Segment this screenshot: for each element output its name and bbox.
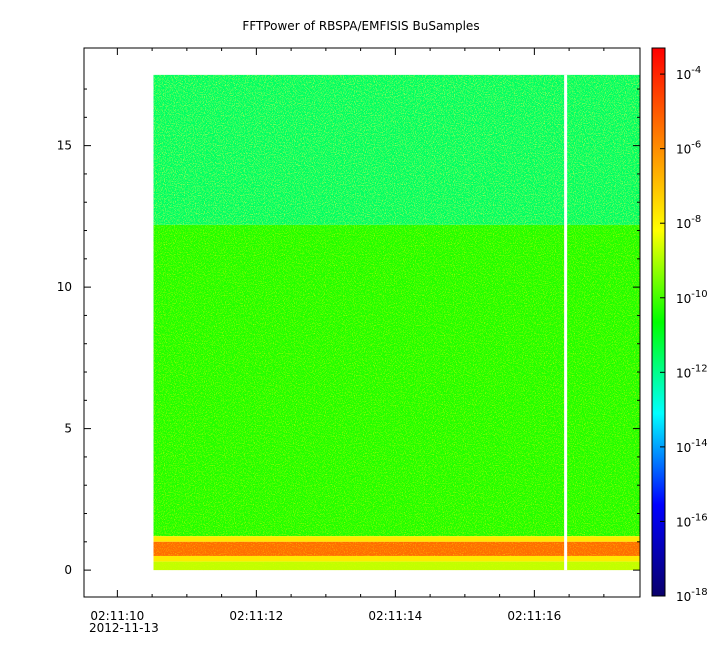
colorbar-tick-label: 10-4 — [676, 65, 701, 82]
spectrogram-band-6 — [153, 561, 640, 571]
colorbar-tick-label: 10-8 — [676, 214, 701, 231]
colorbar-tick-label: 10-18 — [676, 587, 708, 604]
data-gap — [564, 74, 568, 571]
x-tick-label: 02:11:16 — [507, 609, 561, 623]
x-axis-date-label: 2012-11-13 — [89, 621, 159, 635]
spectrogram-area — [153, 74, 640, 571]
spectrogram-band-2 — [153, 224, 640, 537]
plot-frame — [83, 47, 641, 598]
y-tick-label: 5 — [64, 422, 72, 436]
colorbar-tick-label: 10-12 — [676, 363, 708, 380]
x-tick-label: 02:11:10 — [90, 609, 144, 623]
x-tick-label: 02:11:12 — [229, 609, 283, 623]
colorbar-tick-label: 10-16 — [676, 512, 708, 529]
colorbar-tick-label: 10-14 — [676, 438, 708, 455]
y-axis: 0 5 10 15 — [57, 88, 640, 577]
y-tick-label: 15 — [57, 139, 72, 153]
spectrogram-band-4 — [153, 541, 640, 556]
spectrogram-band-3 — [153, 536, 640, 542]
chart-title: FFTPower of RBSPA/EMFISIS BuSamples — [242, 19, 479, 33]
y-tick-label: 0 — [64, 563, 72, 577]
spectrogram-bands — [153, 74, 640, 571]
spectrogram-band-5 — [153, 555, 640, 562]
colorbar-tick-label: 10-6 — [676, 140, 701, 157]
x-tick-label: 02:11:14 — [368, 609, 422, 623]
spectrogram-band-1 — [153, 74, 640, 225]
x-axis: 02:11:10 02:11:12 02:11:14 02:11:16 — [90, 48, 605, 623]
y-tick-label: 10 — [57, 280, 72, 294]
colorbar-axis: 10-18 10-16 10-14 10-12 10-10 10-8 10-6 10-4 — [660, 65, 708, 604]
colorbar — [651, 47, 666, 597]
colorbar-tick-label: 10-10 — [676, 289, 708, 306]
